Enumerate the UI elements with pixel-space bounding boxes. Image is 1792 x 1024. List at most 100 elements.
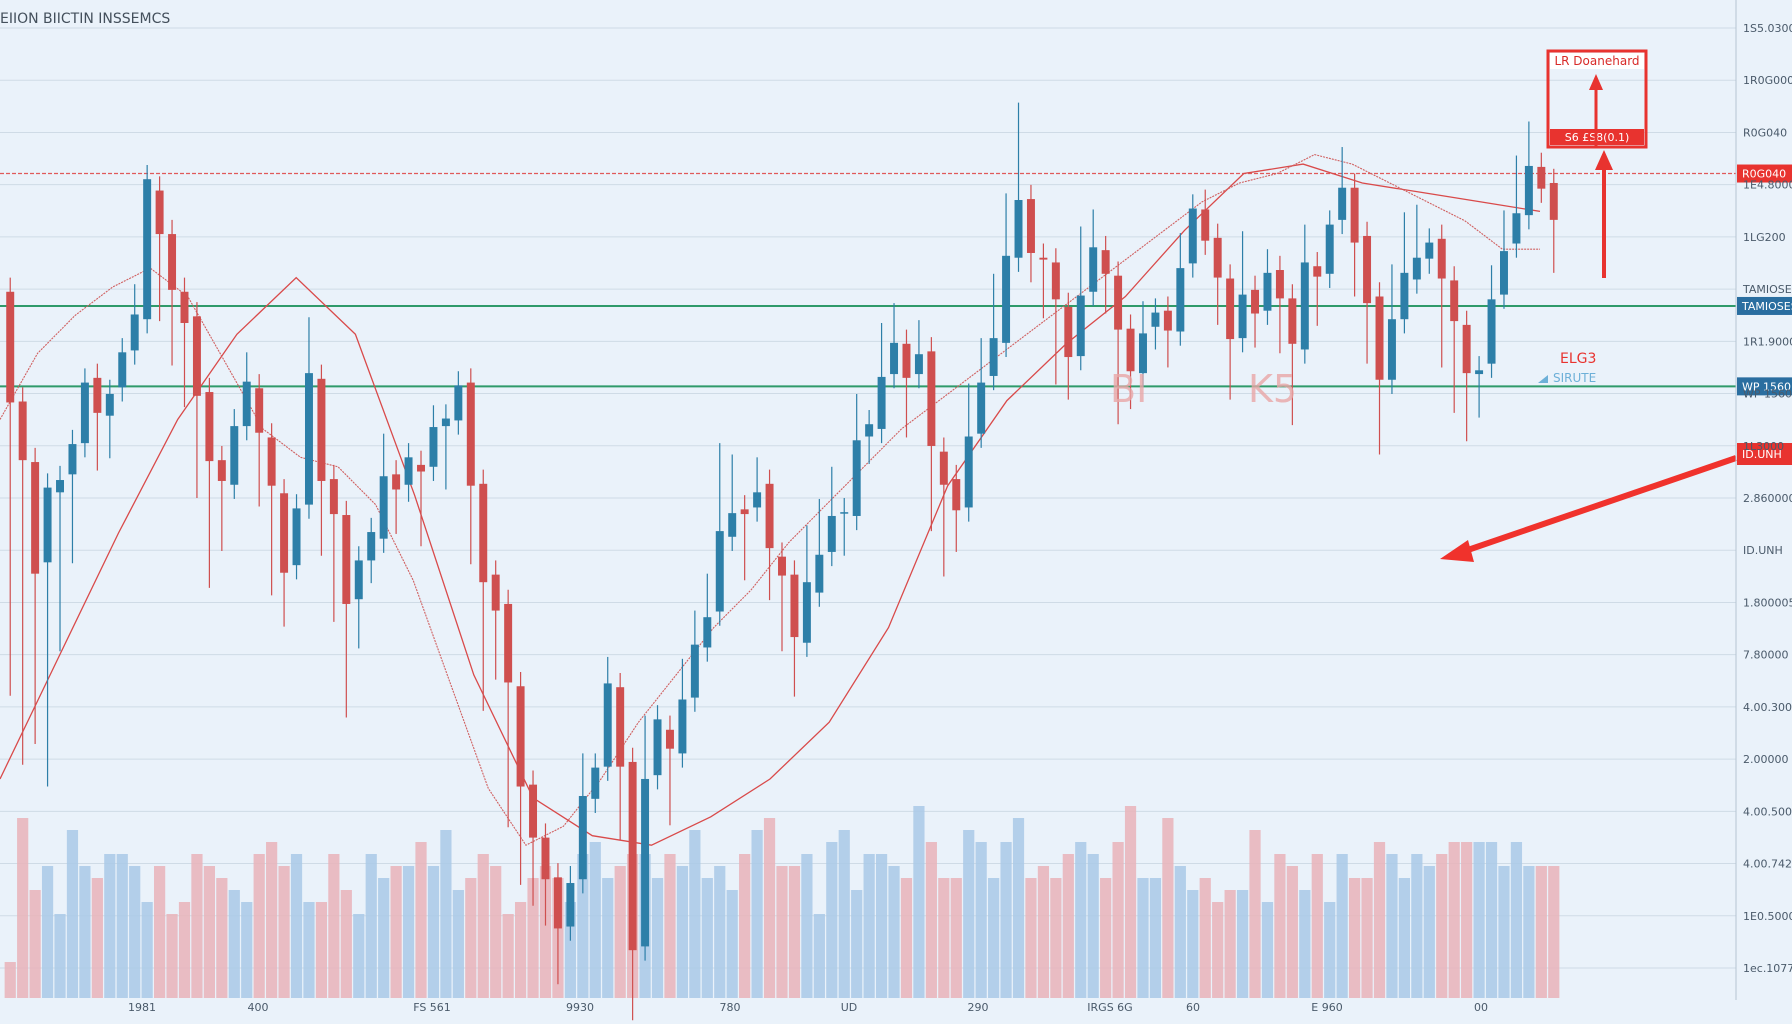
volume-bar [863,854,875,998]
volume-bar [452,890,464,998]
candle-body [989,338,998,376]
candle-body [1350,187,1359,243]
price-tick-label: 4.00.5000 [1743,805,1792,818]
candle-body [267,437,276,486]
volume-bar [427,866,440,998]
candle-body [890,342,899,375]
volume-bar [1299,890,1311,998]
volume-bar [589,842,601,998]
candle-body [1487,299,1496,364]
candle-body [1537,166,1546,189]
candle-body [529,784,538,838]
volume-bar [751,830,763,998]
candle-body [1437,238,1446,279]
candle-body [516,686,525,787]
candle-body [1500,251,1508,295]
volume-bar [328,854,340,998]
candle-body [1002,255,1011,343]
candle-body [578,795,587,880]
volume-bar [303,902,315,998]
candle-body [1475,370,1484,375]
candle-body [553,877,562,929]
candle-body [1251,289,1260,314]
price-tick-label: 1S5.0300 [1743,22,1792,35]
candle-body [740,509,749,515]
volume-bar [1149,878,1162,998]
candle-body [404,457,413,485]
volume-bar [602,878,614,998]
candle-body [230,426,239,485]
candle-body [964,436,973,508]
volume-bar [925,842,937,998]
volume-bar [477,854,489,998]
volume-bar [514,902,527,998]
volume-bar [1461,842,1473,998]
candle-body [715,531,724,612]
candle-body [1076,295,1085,357]
value-label-red: ELG3 [1560,351,1596,367]
candle-body [591,767,600,799]
annotation-box [1546,49,1648,149]
candle-body [1387,319,1396,380]
level-tag-label: WP 1560 [1742,380,1791,393]
volume-bar [664,854,676,998]
candle-body [68,444,77,475]
volume-bar [290,854,303,998]
candle-body [1425,242,1434,259]
volume-bar [253,854,265,998]
long-arrow-head [1440,540,1474,562]
price-axis: 1S5.03001R0G000R0G0401E4.80001LG200TAMIO… [1735,0,1792,1000]
volume-bar [1062,854,1074,998]
candle-body [1188,208,1197,264]
time-tick-label: 1981 [128,1001,156,1014]
candle-body [31,462,40,574]
candle-body [304,373,313,505]
candle-body [1512,213,1521,244]
candle-body [1288,298,1297,344]
volume-bar [1100,878,1112,998]
candle-body [1325,224,1334,274]
volume-bar [564,902,576,998]
volume-bar [1535,866,1547,998]
candle-body [852,440,861,516]
volume-bar [1336,854,1348,998]
candle-body [143,179,152,320]
volume-bar [614,866,626,998]
volume-bar [776,866,788,998]
volume-bar [963,830,975,998]
time-tick-label: 400 [248,1001,269,1014]
volume-bar [689,830,701,998]
volume-bar [1261,902,1274,998]
candle-body [1549,182,1558,220]
candle-body [392,474,401,490]
candle-body [616,687,625,767]
volume-bar [1448,842,1460,998]
price-tick-label: 2.860000 [1743,492,1792,505]
candles [6,102,1558,1021]
volume-bar [1349,878,1361,998]
candle-body [1313,266,1322,277]
candle-body [802,582,811,643]
volume-bar [191,854,203,998]
candle-body [280,493,289,573]
time-axis: 1981 400 FS 561 9930 780 UD 290 IRGS 6G 60 E 960 0… [128,1001,1488,1014]
candle-body [192,316,201,396]
candle-body [1275,270,1284,299]
price-tick-label: 1R0G000 [1743,74,1792,87]
candle-body [977,382,986,434]
candle-body [566,883,575,927]
candle-body [927,351,936,446]
volume-bar [1174,866,1186,998]
candle-body [728,513,737,537]
candle-body [703,617,712,648]
volume-bar [527,878,539,998]
long-arrow-shaft [1461,455,1737,555]
volume-bar [801,854,813,998]
volume-bar [203,866,215,998]
candle-body [1226,278,1235,340]
volume-bar [826,842,838,998]
volume-bar [1498,866,1510,998]
volume-bar [340,890,352,998]
volume-bar [153,866,166,998]
candle-body [753,492,762,508]
